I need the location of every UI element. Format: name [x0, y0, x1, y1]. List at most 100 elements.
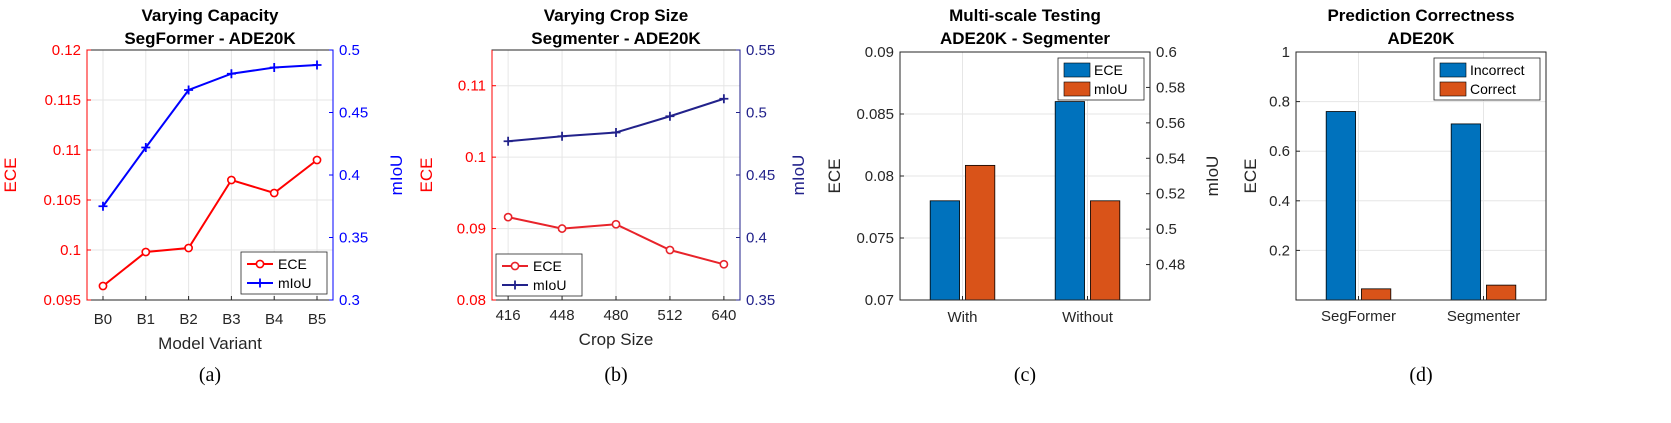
x-tick-label: 640 [711, 307, 736, 324]
data-point-ece [269, 188, 279, 198]
data-point-ece [141, 247, 151, 257]
legend-swatch-incorrect [1439, 62, 1467, 78]
chart-title-line-2: SegFormer - ADE20K [124, 29, 296, 48]
data-point-ece [227, 175, 236, 185]
legend-label: ECE [278, 256, 307, 272]
right-tick-label: 0.58 [1156, 79, 1185, 96]
left-tick-label: 0.8 [1269, 94, 1290, 111]
data-point-ece [312, 155, 322, 165]
left-tick-label: 0.075 [856, 230, 894, 247]
chart-title-line-2: ADE20K [1387, 29, 1455, 48]
right-tick-label: 0.5 [1156, 221, 1177, 238]
data-point-miou [98, 201, 108, 211]
data-point-ece [184, 243, 193, 253]
right-tick-label: 0.56 [1156, 115, 1185, 132]
chart-2: Varying Crop Size Segmenter - ADE20K 0.08 0… [417, 6, 808, 386]
x-tick-label: 480 [603, 307, 628, 324]
left-tick-label: 0.12 [52, 42, 81, 59]
left-tick-label: 0.07 [865, 292, 894, 309]
right-tick-label: 0.4 [339, 167, 360, 184]
x-tick-label: B1 [137, 311, 155, 328]
left-tick-label: 0.1 [465, 149, 486, 166]
data-point-miou [719, 94, 729, 104]
right-tick-label: 0.5 [339, 42, 360, 59]
bar-incorrect [1325, 111, 1356, 301]
left-tick-label: 0.085 [856, 106, 894, 123]
x-axis-label: Model Variant [158, 334, 262, 353]
right-tick-label: 0.52 [1156, 186, 1185, 203]
legend-box [240, 251, 328, 295]
data-point-miou [226, 69, 236, 79]
panel-caption: (b) [604, 364, 627, 386]
bar-incorrect [1450, 123, 1481, 301]
chart-title-line-1: Prediction Correctness [1327, 6, 1514, 25]
series-line-ece [102, 159, 318, 287]
data-point-miou [611, 128, 621, 137]
legend-marker [255, 259, 265, 269]
left-tick-label: 0.08 [457, 292, 486, 309]
left-tick-label: 0.105 [43, 192, 81, 209]
y-axis-label-left: ECE [1, 158, 20, 193]
legend-swatch-ece [1063, 62, 1091, 78]
left-tick-label: 0.1 [60, 242, 81, 259]
data-point-ece [503, 212, 513, 222]
data-point-miou [312, 60, 322, 70]
y-axis-label-right: mIoU [387, 155, 406, 196]
left-tick-label: 0.115 [45, 92, 81, 109]
left-tick-label: 0.11 [53, 142, 81, 159]
panel-caption: (d) [1409, 364, 1432, 386]
x-tick-label: SegFormer [1321, 308, 1396, 325]
left-tick-label: 0.09 [865, 44, 894, 61]
data-point-ece [665, 245, 675, 255]
y-axis-label-right: mIoU [789, 155, 808, 196]
left-tick-label: 0.09 [457, 221, 486, 238]
right-tick-label: 0.45 [339, 105, 368, 122]
chart-title-line-1: Varying Capacity [141, 6, 279, 25]
x-tick-label: Without [1062, 309, 1114, 326]
left-tick-label: 0.4 [1269, 193, 1290, 210]
x-tick-label: 512 [657, 307, 682, 324]
data-point-miou [141, 143, 151, 152]
x-tick-label: With [948, 309, 978, 326]
legend: ECE mIoU [1057, 57, 1145, 101]
legend-label: Incorrect [1470, 62, 1525, 78]
legend-marker [510, 261, 520, 271]
x-tick-label: B4 [265, 311, 283, 328]
data-point-miou [184, 85, 194, 95]
legend-label: Correct [1470, 81, 1516, 97]
x-tick-label: B3 [222, 311, 240, 328]
bar-correct [1361, 288, 1392, 301]
legend-marker [510, 280, 520, 290]
data-point-ece [557, 224, 567, 233]
right-tick-label: 0.6 [1156, 44, 1177, 61]
legend-label: ECE [533, 258, 562, 274]
x-tick-label: 416 [496, 307, 521, 324]
legend-swatch-miou [1063, 81, 1091, 97]
chart-title-line-1: Varying Crop Size [544, 6, 689, 25]
x-axis-label: Crop Size [579, 330, 654, 349]
y-axis-label-right: mIoU [1203, 156, 1222, 197]
panel-caption: (c) [1014, 364, 1036, 386]
data-point-miou [557, 131, 567, 141]
left-tick-label: 1 [1282, 44, 1290, 61]
left-tick-label: 0.08 [865, 168, 894, 185]
data-point-miou [503, 136, 513, 146]
data-point-ece [611, 219, 621, 229]
panel-caption: (a) [199, 364, 221, 386]
right-tick-label: 0.4 [746, 230, 767, 247]
left-tick-label: 0.6 [1269, 143, 1290, 160]
y-axis-label-left: ECE [825, 159, 844, 194]
data-point-ece [98, 281, 108, 291]
right-tick-label: 0.35 [339, 230, 368, 247]
right-tick-label: 0.48 [1156, 257, 1185, 274]
bar-correct [1486, 284, 1517, 301]
right-tick-label: 0.45 [746, 167, 775, 184]
x-tick-label: Segmenter [1447, 308, 1520, 325]
right-tick-label: 0.5 [746, 105, 767, 122]
chart-title-line-2: Segmenter - ADE20K [531, 29, 701, 48]
data-point-ece [719, 259, 729, 269]
legend: Incorrect Correct [1433, 57, 1541, 101]
x-tick-label: 448 [550, 307, 575, 324]
legend-box [495, 253, 583, 297]
left-tick-label: 0.2 [1269, 242, 1290, 259]
